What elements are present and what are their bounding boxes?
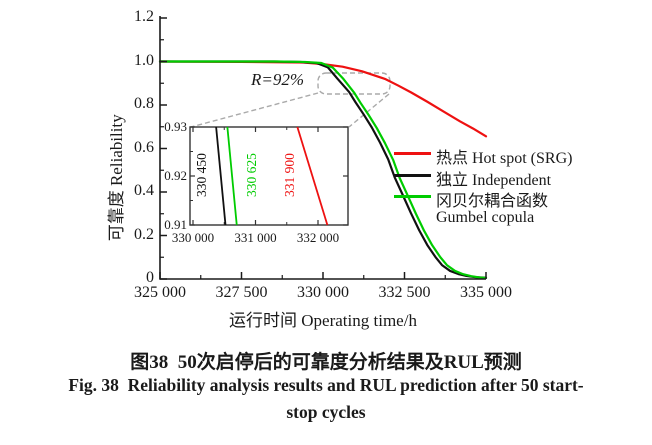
inset-crossing-label: 330 625 — [244, 153, 260, 197]
zoom-callout-line-right — [348, 93, 390, 128]
curve-1 — [158, 60, 488, 279]
inset-x-tick-label: 332 000 — [296, 230, 340, 245]
inset-line-2 — [296, 126, 329, 226]
zoom-callout-line-left — [190, 92, 319, 128]
x-tick-label: 325 000 — [134, 284, 186, 301]
caption-en-line2: stop cycles — [286, 402, 366, 422]
inset-crossing-label: 331 900 — [281, 153, 297, 197]
caption-zh: 图38 50次启停后的可靠度分析结果及RUL预测 — [130, 352, 522, 373]
y-tick-label: 0.2 — [134, 225, 154, 243]
y-tick-label: 0 — [146, 269, 154, 286]
r-92-annotation: R=92% — [251, 70, 305, 89]
legend-line-independent — [394, 173, 431, 177]
inset-line-0 — [215, 126, 227, 226]
inset-x-tick-label: 330 000 — [171, 230, 215, 245]
inset-box — [189, 126, 349, 226]
x-tick-label: 332 500 — [378, 284, 431, 301]
legend-label-gumbel-en: Gumbel copula — [436, 208, 535, 226]
inset-y-tick-label: 0.93 — [164, 119, 187, 134]
chart-canvas — [158, 16, 488, 280]
y-tick-label: 0.8 — [134, 95, 154, 112]
y-tick-label: 1.2 — [134, 8, 154, 25]
legend-label-hot-spot: 热点 Hot spot (SRG) — [436, 150, 573, 167]
caption-en-line1: Fig. 38 Reliability analysis results and… — [68, 375, 584, 395]
inset-y-tick-label: 0.91 — [164, 217, 187, 232]
curve-0 — [158, 60, 488, 138]
y-tick-label: 0.6 — [134, 138, 154, 156]
legend-label-independent: 独立 Independent — [436, 171, 552, 189]
x-tick-label: 335 000 — [460, 284, 512, 301]
x-axis-title: 运行时间 Operating time/h — [229, 311, 417, 330]
x-tick-label: 327 500 — [215, 284, 268, 301]
x-tick-label: 330 000 — [297, 284, 349, 301]
legend-line-hot-spot — [394, 152, 431, 155]
inset-y-tick-label: 0.92 — [164, 168, 187, 183]
legend-label-gumbel-zh: 冈贝尔耦合函数 — [436, 193, 549, 210]
inset-crossing-label: 330 450 — [194, 153, 210, 197]
legend-line-gumbel — [394, 195, 431, 198]
y-tick-label: 0.4 — [134, 182, 154, 199]
inset-line-1 — [226, 126, 238, 226]
curve-2 — [158, 60, 488, 280]
inset-x-tick-label: 331 000 — [234, 230, 277, 245]
y-tick-label: 1.0 — [134, 51, 154, 69]
